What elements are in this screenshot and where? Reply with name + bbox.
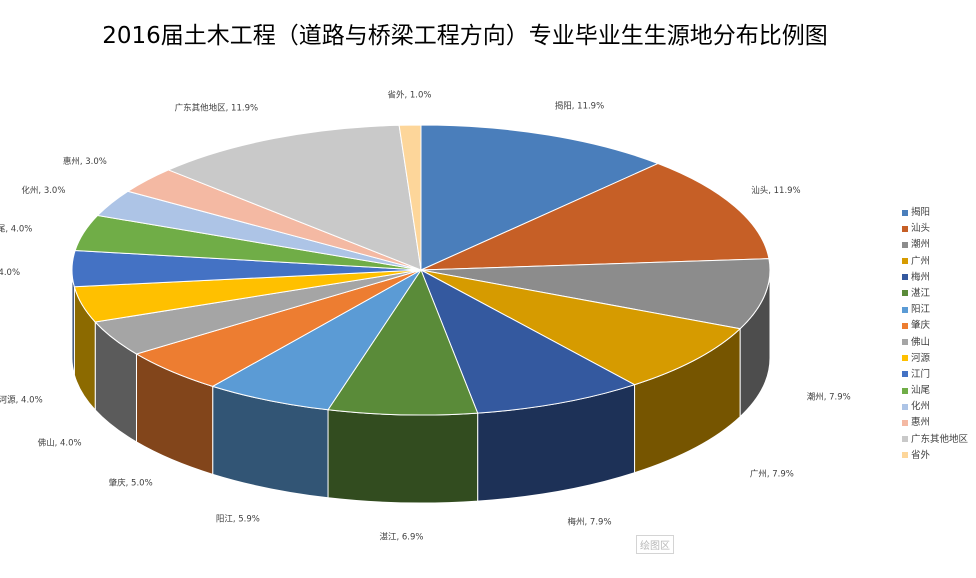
data-label-汕头: 汕头, 11.9% — [751, 185, 800, 196]
legend-item-江门: 江门 — [902, 367, 968, 383]
legend-swatch — [902, 452, 908, 459]
pie-slice-梅州 — [420, 268, 636, 414]
legend-swatch — [902, 274, 908, 281]
data-label-惠州: 惠州, 3.0% — [63, 156, 107, 167]
data-label-梅州: 梅州, 7.9% — [568, 516, 612, 527]
legend-label: 省外 — [911, 449, 931, 461]
legend-swatch — [902, 339, 908, 345]
legend-item-潮州: 潮州 — [902, 237, 968, 253]
legend-swatch — [902, 387, 908, 394]
legend-item-汕尾: 汕尾 — [902, 383, 968, 399]
legend-item-阳江: 阳江 — [902, 302, 968, 318]
legend-item-湛江: 湛江 — [902, 286, 968, 302]
legend-swatch — [902, 403, 908, 410]
pie-slice-阳江 — [211, 269, 422, 411]
legend-label: 广州 — [911, 255, 931, 267]
legend-item-梅州: 梅州 — [902, 270, 968, 286]
data-label-揭阳: 揭阳, 11.9% — [555, 100, 604, 111]
pie-slice-潮州 — [420, 258, 771, 330]
legend-swatch — [902, 225, 908, 232]
legend-item-河源: 河源 — [902, 351, 968, 367]
legend-label: 化州 — [911, 401, 931, 413]
legend-label: 广东其他地区 — [911, 433, 969, 445]
legend-label: 汕头 — [911, 223, 931, 235]
data-label-省外: 省外, 1.0% — [387, 90, 431, 101]
pie-slice-汕头 — [420, 162, 770, 271]
legend-label: 河源 — [911, 352, 931, 364]
legend-label: 梅州 — [911, 271, 931, 283]
legend-swatch — [902, 322, 908, 329]
pie-slice-广东其他地区 — [167, 124, 422, 271]
data-label-湛江: 湛江, 6.9% — [379, 532, 423, 542]
legend-label: 揭阳 — [911, 207, 931, 218]
data-label-江门: 江门, 4.0% — [0, 267, 20, 278]
legend-item-肇庆: 肇庆 — [902, 318, 968, 334]
legend-swatch — [902, 355, 908, 362]
legend-swatch — [902, 209, 908, 216]
data-label-汕尾: 汕尾, 4.0% — [0, 224, 32, 235]
plot-area-watermark: 绘图区 — [636, 535, 674, 554]
legend-swatch — [902, 290, 908, 297]
legend-label: 肇庆 — [911, 320, 931, 332]
legend-item-惠州: 惠州 — [902, 415, 968, 431]
data-label-肇庆: 肇庆, 5.0% — [109, 478, 153, 489]
data-label-阳江: 阳江, 5.9% — [216, 514, 260, 524]
legend-label: 佛山 — [911, 336, 931, 348]
legend-label: 江门 — [911, 368, 931, 380]
pie-slice-省外 — [398, 124, 422, 271]
pie-slice-湛江 — [327, 268, 479, 416]
legend-label: 汕尾 — [911, 385, 931, 397]
data-label-潮州: 潮州, 7.9% — [807, 391, 851, 402]
legend-swatch — [902, 371, 908, 378]
legend-swatch — [902, 436, 908, 443]
pie-slice-广州 — [420, 269, 742, 386]
legend-item-广东其他地区: 广东其他地区 — [902, 432, 968, 448]
legend-label: 湛江 — [911, 287, 931, 299]
legend-swatch — [902, 306, 908, 313]
legend-label: 潮州 — [911, 239, 931, 251]
legend-item-汕头: 汕头 — [902, 221, 968, 237]
legend-item-揭阳: 揭阳 — [902, 205, 968, 221]
legend-swatch — [902, 419, 908, 426]
data-label-佛山: 佛山, 4.0% — [38, 438, 82, 449]
legend-label: 阳江 — [911, 304, 931, 316]
legend-item-广州: 广州 — [902, 254, 968, 270]
data-label-河源: 河源, 4.0% — [0, 395, 43, 406]
legend-swatch — [902, 258, 908, 265]
data-label-广州: 广州, 7.9% — [750, 469, 794, 480]
pie-slice-揭阳 — [420, 124, 660, 271]
legend-item-省外: 省外 — [902, 448, 968, 464]
legend-swatch — [902, 241, 908, 248]
data-label-化州: 化州, 3.0% — [21, 185, 65, 196]
pie-side-湛江 — [327, 409, 479, 504]
legend-item-化州: 化州 — [902, 399, 968, 415]
legend-label: 惠州 — [911, 417, 931, 429]
chart-title: 2016届土木工程（道路与桥梁工程方向）专业毕业生生源地分布比例图 — [102, 23, 828, 49]
data-label-广东其他地区: 广东其他地区, 11.9% — [175, 102, 258, 113]
legend-item-佛山: 佛山 — [902, 335, 968, 351]
legend: 揭阳汕头潮州广州梅州湛江阳江肇庆佛山河源江门汕尾化州惠州广东其他地区 省外 — [902, 205, 968, 464]
